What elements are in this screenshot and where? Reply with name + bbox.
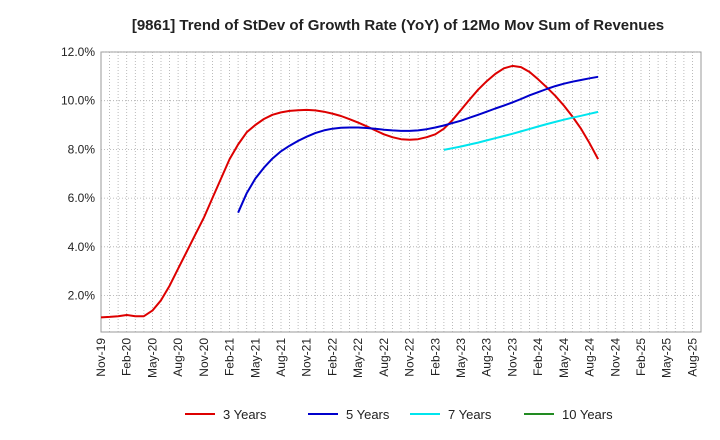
- x-tick-label: Feb-21: [223, 338, 237, 376]
- series-line-5-years: [237, 75, 599, 214]
- y-axis-ticks: 2.0% 4.0% 6.0% 8.0% 10.0% 12.0%: [61, 45, 95, 303]
- x-tick-label: Aug-21: [274, 338, 288, 377]
- x-tick-label: May-20: [145, 338, 159, 378]
- x-tick-label: May-23: [454, 338, 468, 378]
- x-tick-label: Feb-22: [325, 338, 339, 376]
- x-tick-label: Aug-20: [171, 338, 185, 377]
- x-tick-label: May-22: [351, 338, 365, 378]
- series-line-3-years: [100, 64, 599, 319]
- legend: 3 Years 5 Years 7 Years 10 Years: [185, 407, 613, 422]
- y-tick-label: 2.0%: [68, 289, 96, 303]
- legend-label-5-years: 5 Years: [346, 407, 390, 422]
- x-tick-label: Feb-20: [120, 338, 134, 376]
- x-tick-label: Feb-25: [634, 338, 648, 376]
- x-axis-ticks: Nov-19 Feb-20 May-20 Aug-20 Nov-20 Feb-21 May-…: [94, 338, 699, 378]
- x-tick-label: Nov-22: [403, 338, 417, 377]
- x-tick-label: Feb-24: [531, 338, 545, 376]
- y-tick-label: 12.0%: [61, 45, 95, 59]
- y-tick-label: 6.0%: [68, 191, 96, 205]
- x-tick-label: Aug-24: [583, 338, 597, 377]
- y-tick-label: 8.0%: [68, 142, 96, 156]
- x-tick-label: Aug-25: [685, 338, 699, 377]
- series-lines: [100, 64, 599, 319]
- x-tick-label: Nov-21: [300, 338, 314, 377]
- chart-title: [9861] Trend of StDev of Growth Rate (Yo…: [132, 17, 664, 34]
- legend-label-3-years: 3 Years: [223, 407, 267, 422]
- x-tick-label: May-21: [248, 338, 262, 378]
- x-tick-label: Aug-23: [480, 338, 494, 377]
- series-line-7-years: [443, 110, 599, 151]
- x-tick-label: Nov-23: [505, 338, 519, 377]
- x-tick-label: Aug-22: [377, 338, 391, 377]
- x-tick-label: May-25: [660, 338, 674, 378]
- x-tick-label: Feb-23: [428, 338, 442, 376]
- y-tick-label: 10.0%: [61, 94, 95, 108]
- grid: [101, 51, 701, 332]
- x-tick-label: Nov-20: [197, 338, 211, 377]
- y-tick-label: 4.0%: [68, 240, 96, 254]
- legend-label-10-years: 10 Years: [562, 407, 613, 422]
- x-tick-label: Nov-19: [94, 338, 108, 377]
- x-tick-label: May-24: [557, 338, 571, 378]
- legend-label-7-years: 7 Years: [448, 407, 492, 422]
- x-tick-label: Nov-24: [608, 338, 622, 377]
- plot-area: [100, 51, 702, 333]
